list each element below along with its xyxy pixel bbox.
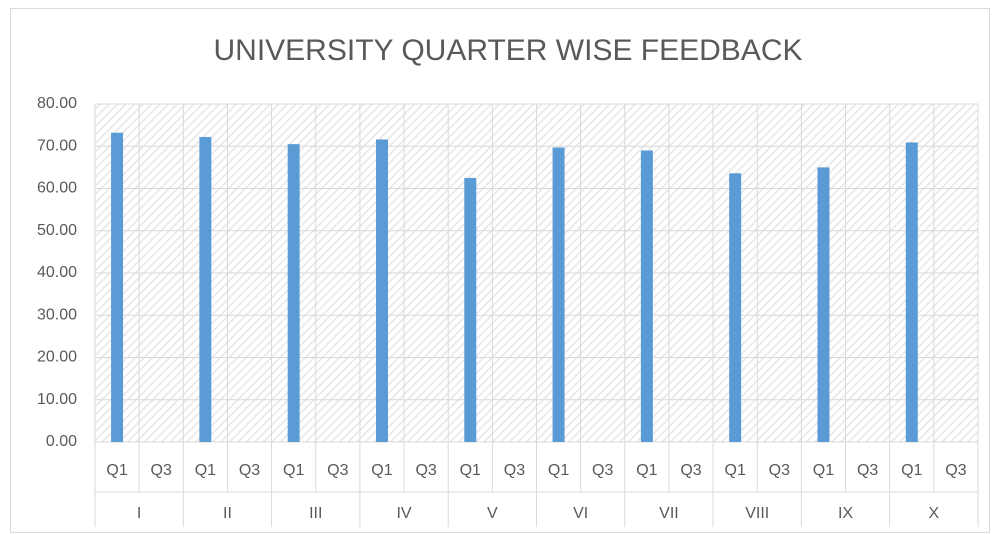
group-label: VII xyxy=(659,505,679,522)
y-tick-label: 60.00 xyxy=(37,180,77,197)
bar xyxy=(464,177,477,442)
x-tick-label: Q1 xyxy=(283,462,304,479)
bar xyxy=(199,136,212,442)
group-label: VI xyxy=(573,505,588,522)
x-tick-label: Q3 xyxy=(151,462,172,479)
x-tick-label: Q3 xyxy=(415,462,436,479)
group-label: VIII xyxy=(745,505,769,522)
y-tick-label: 40.00 xyxy=(37,264,77,281)
bar xyxy=(287,144,300,442)
bar xyxy=(729,173,742,443)
x-tick-label: Q1 xyxy=(636,462,657,479)
x-tick-label: Q1 xyxy=(725,462,746,479)
bar xyxy=(375,139,388,443)
x-tick-label: Q3 xyxy=(504,462,525,479)
x-tick-label: Q3 xyxy=(327,462,348,479)
y-tick-label: 10.00 xyxy=(37,391,77,408)
x-tick-label: Q1 xyxy=(548,462,569,479)
x-tick-label: Q3 xyxy=(857,462,878,479)
x-tick-label: Q1 xyxy=(106,462,127,479)
group-label: IV xyxy=(396,505,411,522)
x-tick-label: Q1 xyxy=(195,462,216,479)
x-tick-label: Q3 xyxy=(592,462,613,479)
x-tick-label: Q1 xyxy=(371,462,392,479)
bar xyxy=(552,147,565,442)
x-tick-label: Q1 xyxy=(901,462,922,479)
y-tick-label: 80.00 xyxy=(37,95,77,112)
group-label: X xyxy=(929,505,940,522)
x-tick-label: Q3 xyxy=(239,462,260,479)
bar xyxy=(817,167,830,442)
bar xyxy=(111,132,124,443)
bar xyxy=(905,142,918,442)
group-label: III xyxy=(309,505,322,522)
group-label: IX xyxy=(838,505,853,522)
chart-title: UNIVERSITY QUARTER WISE FEEDBACK xyxy=(214,34,803,67)
y-tick-label: 0.00 xyxy=(46,433,77,450)
x-tick-label: Q3 xyxy=(945,462,966,479)
group-label: I xyxy=(137,505,141,522)
y-tick-label: 20.00 xyxy=(37,349,77,366)
group-label: II xyxy=(223,505,232,522)
group-label: V xyxy=(487,505,498,522)
x-tick-label: Q3 xyxy=(769,462,790,479)
x-tick-label: Q3 xyxy=(680,462,701,479)
x-tick-label: Q1 xyxy=(460,462,481,479)
y-tick-label: 70.00 xyxy=(37,137,77,154)
y-tick-label: 30.00 xyxy=(37,306,77,323)
y-tick-label: 50.00 xyxy=(37,222,77,239)
bar xyxy=(640,150,653,442)
x-tick-label: Q1 xyxy=(813,462,834,479)
